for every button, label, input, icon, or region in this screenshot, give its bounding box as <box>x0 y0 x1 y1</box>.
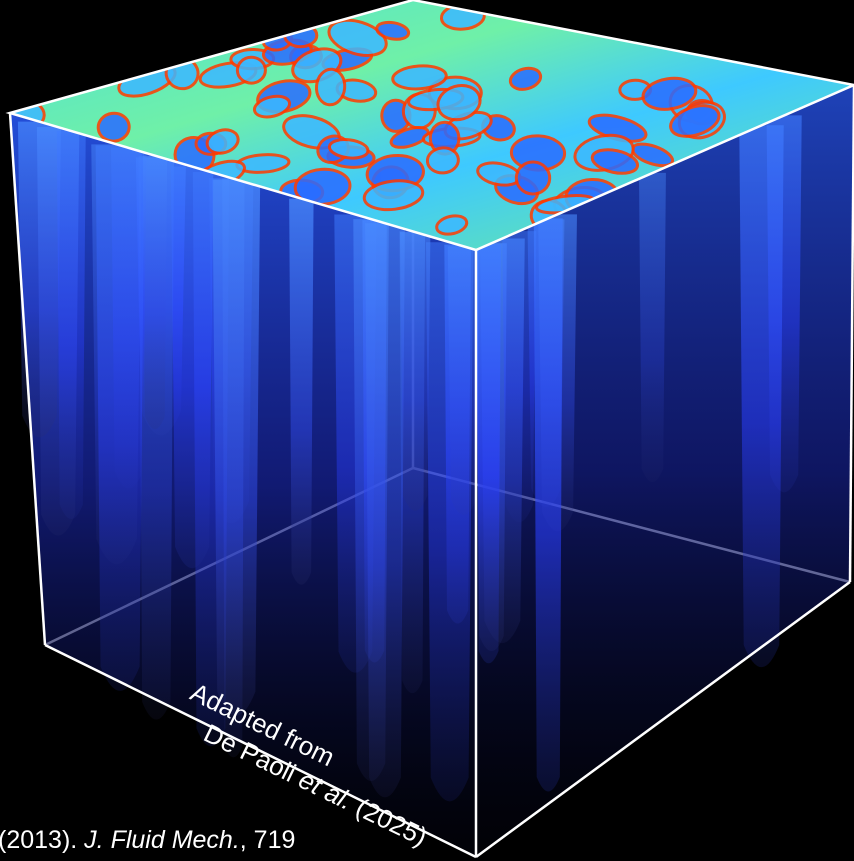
convection-cell <box>205 128 240 155</box>
convection-cell <box>425 146 460 175</box>
plume <box>533 218 563 792</box>
plume <box>400 232 431 511</box>
convection-cell <box>641 76 698 111</box>
convection-cell <box>314 67 347 107</box>
convection-cell <box>235 55 267 85</box>
plume <box>502 231 537 523</box>
convection-cell <box>669 104 721 138</box>
plume <box>638 172 666 483</box>
citation-text: (2013). J. Fluid Mech., 719 <box>0 826 295 855</box>
plume <box>739 125 784 668</box>
convection-cell <box>435 214 469 236</box>
convection-cell <box>327 18 388 57</box>
convection-cell <box>96 111 131 143</box>
plume <box>170 166 214 569</box>
convection-cell <box>362 179 425 212</box>
citation-prefix: (2013). <box>0 826 85 854</box>
cube-front-edges <box>5 0 854 859</box>
plume <box>95 145 145 691</box>
convection-cell <box>391 64 448 91</box>
convection-cell <box>375 20 411 41</box>
plume <box>222 178 245 758</box>
plume <box>426 242 474 802</box>
convection-cell <box>590 148 640 175</box>
plume <box>17 121 62 438</box>
convection-cell <box>508 66 543 91</box>
plume <box>289 198 314 585</box>
convection-cell <box>389 126 430 149</box>
plume <box>365 223 405 798</box>
plume <box>56 131 86 520</box>
convection-cell <box>252 94 292 119</box>
convection-cell <box>436 83 482 122</box>
convection-cell <box>514 160 552 196</box>
citation-journal: J. Fluid Mech. <box>84 826 240 854</box>
top-face <box>10 0 854 250</box>
citation-suffix: , 719 <box>239 826 296 854</box>
plume <box>142 155 168 430</box>
convection-cell <box>327 138 370 160</box>
plume <box>476 244 501 664</box>
plume-group <box>17 115 802 802</box>
